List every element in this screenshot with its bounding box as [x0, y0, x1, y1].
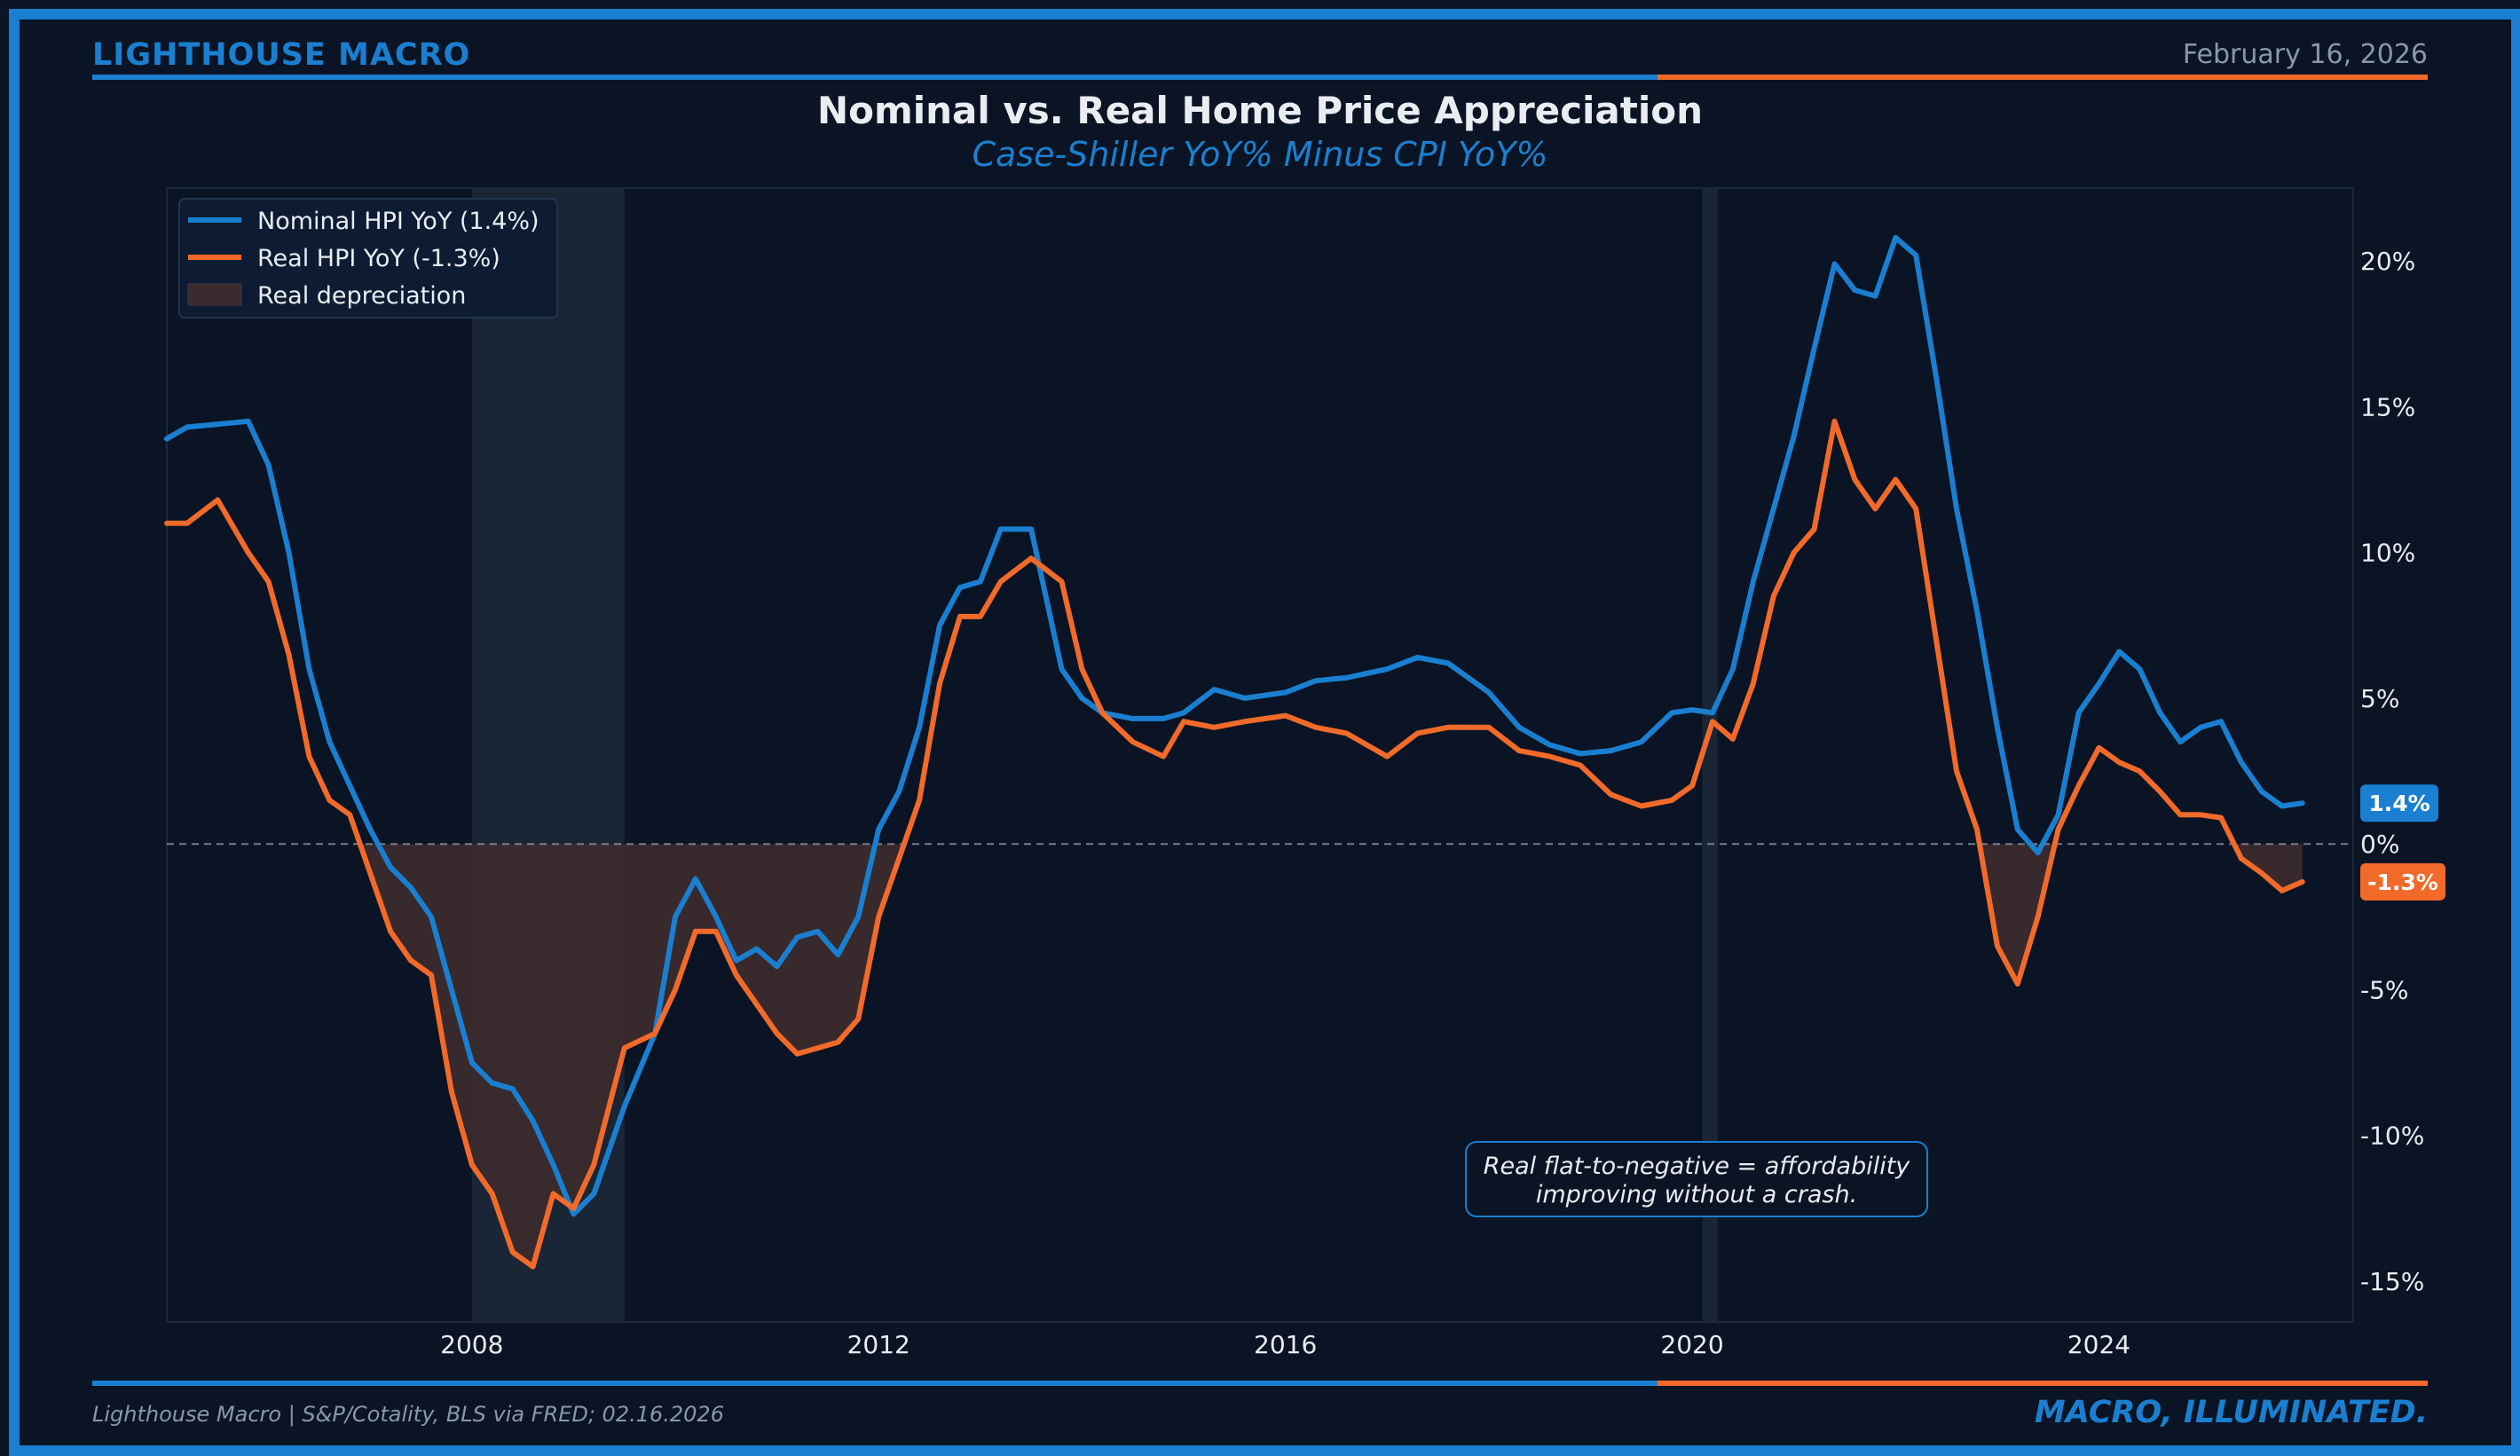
x-tick-label: 2012 [847, 1330, 910, 1359]
report-date: February 16, 2026 [2182, 39, 2428, 70]
nominal-end-badge [2360, 784, 2438, 822]
real-depreciation-area [359, 844, 2303, 1267]
y-tick-label: -15% [2360, 1267, 2424, 1296]
annotation-line-2: improving without a crash. [1536, 1181, 1857, 1208]
tagline: MACRO, ILLUMINATED. [2034, 1395, 2428, 1430]
y-tick-label: 20% [2360, 247, 2415, 276]
x-tick-label: 2024 [2067, 1330, 2130, 1359]
chart-title: Nominal vs. Real Home Price Appreciation [816, 89, 1704, 132]
y-tick-label: -5% [2360, 975, 2409, 1004]
annotation-line-1: Real flat-to-negative = affordability [1484, 1153, 1911, 1180]
footer-rule-orange [1658, 1381, 2428, 1386]
footer-rule-blue [92, 1381, 1658, 1386]
real-hpi-line [164, 418, 2305, 1270]
x-tick-label: 2008 [440, 1330, 503, 1359]
y-tick-label: 5% [2360, 684, 2399, 713]
y-tick-label: 10% [2360, 539, 2415, 568]
annotation-box [1465, 1141, 1928, 1217]
x-tick-label: 2016 [1254, 1330, 1317, 1359]
legend-swatch-depreciation [187, 283, 242, 306]
header-rule-blue [92, 75, 1658, 80]
legend-label-real: Real HPI YoY (-1.3%) [257, 245, 500, 272]
chart-subtitle: Case-Shiller YoY% Minus CPI YoY% [972, 135, 1548, 174]
shaded-period-1 [1702, 188, 1718, 1322]
nominal-end-label: 1.4% [2368, 791, 2429, 816]
legend-label-depreciation: Real depreciation [257, 282, 466, 310]
brand-logo: LIGHTHOUSE MACRO [92, 37, 471, 73]
y-tick-label: 15% [2360, 392, 2415, 421]
y-tick-label: 0% [2360, 830, 2399, 859]
legend-box [178, 198, 558, 319]
outer-frame [9, 9, 2520, 1456]
x-tick-label: 2020 [1660, 1330, 1723, 1359]
legend-label-nominal: Nominal HPI YoY (1.4%) [257, 208, 539, 235]
y-tick-label: -10% [2360, 1122, 2424, 1151]
real-end-badge [2360, 862, 2445, 901]
real-end-label: -1.3% [2367, 870, 2438, 895]
header-rule-orange [1658, 75, 2428, 80]
source-note: Lighthouse Macro | S&P/Cotality, BLS via… [92, 1402, 724, 1427]
nominal-hpi-line [164, 234, 2305, 1217]
